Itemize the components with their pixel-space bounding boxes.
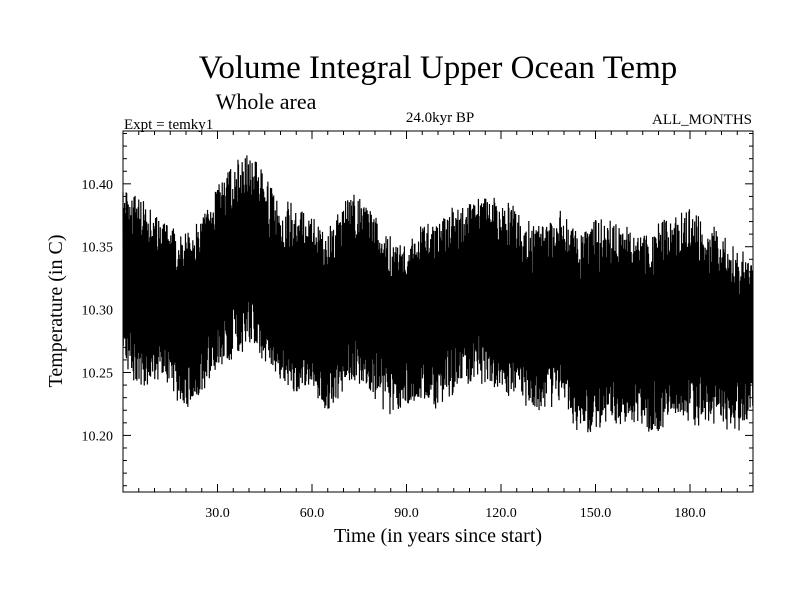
y-axis-label: Temperature (in C)	[45, 235, 67, 388]
y-tick-label: 10.40	[82, 178, 114, 193]
y-tick-label: 10.35	[82, 241, 114, 256]
chart-subtitle: Whole area	[216, 89, 317, 114]
series-line	[122, 155, 754, 433]
series-layer	[122, 155, 754, 433]
x-tick-label: 60.0	[300, 506, 325, 521]
x-tick-label: 120.0	[485, 506, 517, 521]
x-axis-label: Time (in years since start)	[334, 525, 542, 547]
y-axis: 10.20 10.25 10.30 10.35 10.40	[82, 133, 753, 487]
x-tick-label: 150.0	[580, 506, 612, 521]
y-tick-label: 10.25	[82, 367, 114, 382]
x-tick-label: 90.0	[394, 506, 419, 521]
y-tick-label: 10.30	[82, 304, 114, 319]
period-label: 24.0kyr BP	[406, 110, 474, 126]
x-tick-label: 30.0	[205, 506, 230, 521]
chart-title: Volume Integral Upper Ocean Temp	[199, 50, 677, 86]
y-tick-label: 10.20	[82, 429, 114, 444]
x-axis: 30.0 60.0 90.0 120.0 150.0 180.0	[138, 131, 738, 521]
months-label: ALL_MONTHS	[652, 112, 752, 128]
experiment-label: Expt = temky1	[124, 117, 213, 133]
x-tick-label: 180.0	[674, 506, 706, 521]
